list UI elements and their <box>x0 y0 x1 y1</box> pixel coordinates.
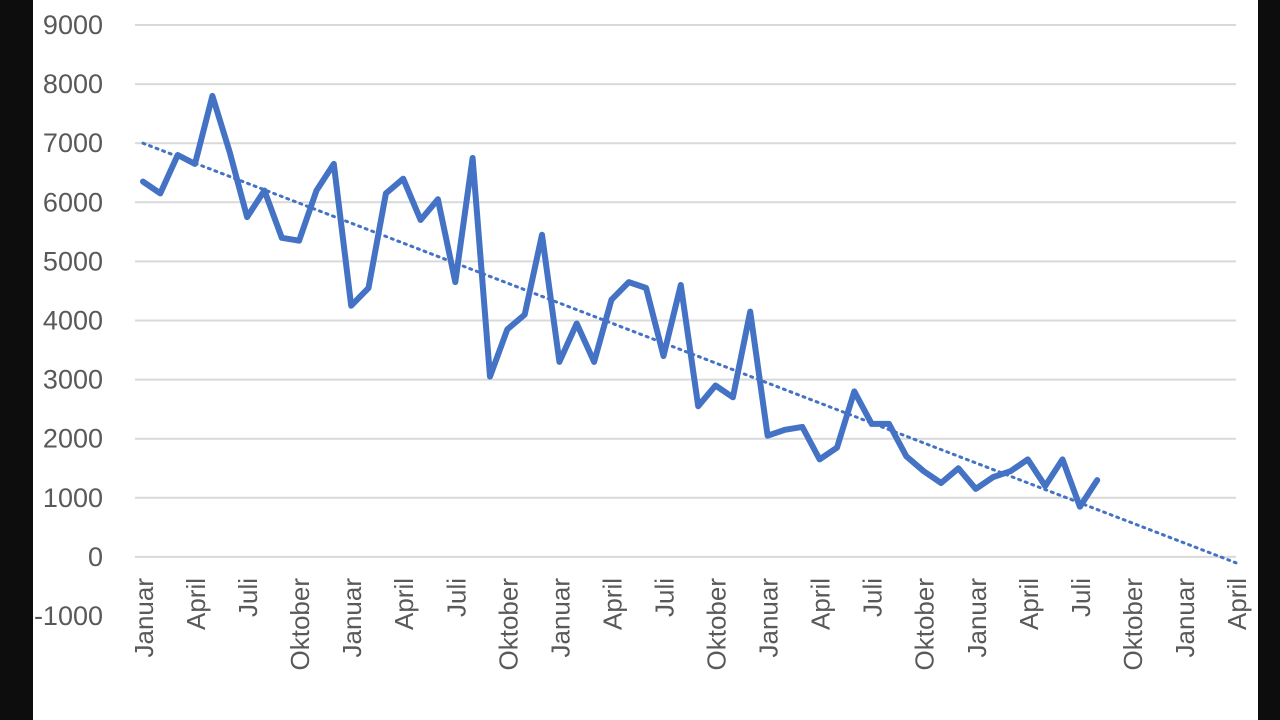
x-tick-label: April <box>597 578 627 630</box>
data-point <box>730 394 736 400</box>
data-point <box>348 303 354 309</box>
data-point <box>279 235 285 241</box>
data-point <box>591 359 597 365</box>
series-line <box>140 92 1101 510</box>
data-point <box>313 187 319 193</box>
x-tick-label: April <box>389 578 419 630</box>
data-point <box>331 161 337 167</box>
data-point <box>1077 504 1083 510</box>
y-tick-label: -1000 <box>34 601 103 631</box>
data-point <box>470 155 476 161</box>
x-tick-label: Januar <box>337 578 367 658</box>
data-point <box>678 282 684 288</box>
y-tick-label: 5000 <box>43 246 103 276</box>
y-tick-label: 7000 <box>43 128 103 158</box>
x-tick-label: Januar <box>962 578 992 658</box>
trendline <box>141 141 1238 565</box>
y-tick-label: 1000 <box>43 483 103 513</box>
y-tick-label: 2000 <box>43 424 103 454</box>
data-point <box>1094 477 1100 483</box>
data-point <box>522 312 528 318</box>
data-point <box>556 359 562 365</box>
x-tick-label: Oktober <box>702 578 732 671</box>
data-point <box>539 232 545 238</box>
x-tick-label: April <box>181 578 211 630</box>
data-point <box>487 374 493 380</box>
x-tick-label: Oktober <box>1118 578 1148 671</box>
x-tick-label: Januar <box>1170 578 1200 658</box>
y-tick-label: 3000 <box>43 365 103 395</box>
y-tick-label: 0 <box>88 542 103 572</box>
x-tick-label: Juli <box>858 578 888 617</box>
data-point <box>574 320 580 326</box>
data-point <box>973 486 979 492</box>
data-point <box>643 285 649 291</box>
data-point <box>851 388 857 394</box>
y-tick-label: 8000 <box>43 69 103 99</box>
data-point <box>903 453 909 459</box>
data-point <box>418 217 424 223</box>
data-point <box>626 279 632 285</box>
x-tick-label: Oktober <box>285 578 315 671</box>
data-point <box>1025 456 1031 462</box>
data-point <box>1060 456 1066 462</box>
y-axis-tick-labels: 9000 8000 7000 6000 5000 4000 3000 2000 1000 0 -10… <box>34 10 103 631</box>
data-point <box>869 421 875 427</box>
x-axis-tick-labels: Januar April Juli Oktober Januar April Juli Okt… <box>129 578 1252 671</box>
data-point <box>799 424 805 430</box>
data-point <box>244 214 250 220</box>
data-point <box>1007 468 1013 474</box>
data-point <box>886 421 892 427</box>
x-tick-label: Juli <box>1066 578 1096 617</box>
data-point <box>366 285 372 291</box>
x-tick-label: Oktober <box>493 578 523 671</box>
data-point <box>955 465 961 471</box>
x-tick-label: Juli <box>441 578 471 617</box>
data-point <box>383 190 389 196</box>
data-point <box>175 152 181 158</box>
data-point <box>765 433 771 439</box>
data-point <box>435 196 441 202</box>
series-layer <box>140 92 1238 565</box>
data-point <box>261 187 267 193</box>
x-tick-label: April <box>806 578 836 630</box>
data-point <box>227 149 233 155</box>
data-point <box>938 480 944 486</box>
x-tick-label: Januar <box>129 578 159 658</box>
data-point <box>504 326 510 332</box>
x-tick-label: April <box>1222 578 1252 630</box>
data-point <box>296 238 302 244</box>
x-tick-label: Juli <box>233 578 263 617</box>
data-point <box>400 176 406 182</box>
data-point <box>192 161 198 167</box>
data-point <box>1042 483 1048 489</box>
data-point <box>695 403 701 409</box>
data-point <box>713 383 719 389</box>
x-tick-label: Juli <box>649 578 679 617</box>
line-chart: 9000 8000 7000 6000 5000 4000 3000 2000 1000 0 -10… <box>34 10 1252 671</box>
y-tick-label: 9000 <box>43 10 103 40</box>
data-point <box>452 279 458 285</box>
x-tick-label: Oktober <box>910 578 940 671</box>
data-point <box>157 190 163 196</box>
y-tick-label: 6000 <box>43 187 103 217</box>
data-point <box>921 468 927 474</box>
y-tick-label: 4000 <box>43 306 103 336</box>
data-point <box>209 93 215 99</box>
x-tick-label: Januar <box>754 578 784 658</box>
data-point <box>140 179 146 185</box>
data-point <box>834 445 840 451</box>
chart-panel: 9000 8000 7000 6000 5000 4000 3000 2000 1000 0 -10… <box>33 0 1258 720</box>
data-point <box>660 353 666 359</box>
data-point <box>747 309 753 315</box>
x-tick-label: Januar <box>545 578 575 658</box>
data-point <box>817 456 823 462</box>
data-point <box>782 427 788 433</box>
data-point <box>990 474 996 480</box>
x-tick-label: April <box>1014 578 1044 630</box>
data-point <box>608 297 614 303</box>
